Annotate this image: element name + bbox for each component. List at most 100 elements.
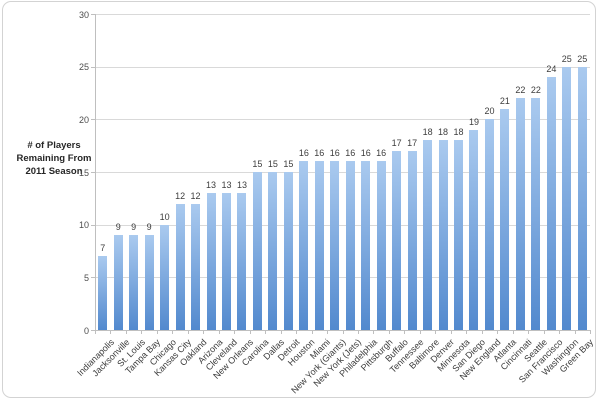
x-axis-tick xyxy=(265,330,267,334)
bar-value-label: 9 xyxy=(131,222,137,233)
bar xyxy=(206,193,216,330)
x-axis-tick xyxy=(172,330,174,334)
y-axis-title-line: 2011 Season xyxy=(25,166,83,177)
bar-value-label: 13 xyxy=(221,180,232,191)
y-axis-tick xyxy=(91,172,95,173)
bar xyxy=(345,161,355,330)
y-tick-label: 5 xyxy=(83,272,89,283)
bar xyxy=(330,161,340,330)
bar xyxy=(191,203,201,330)
bar xyxy=(577,66,587,330)
bar xyxy=(283,172,293,330)
y-axis-tick xyxy=(91,330,95,331)
gridline xyxy=(95,224,590,226)
gridline xyxy=(95,119,590,121)
bar xyxy=(237,193,247,330)
gridline xyxy=(95,14,590,15)
x-axis-tick xyxy=(95,330,96,334)
y-axis-tick xyxy=(91,14,95,15)
bar-value-label: 15 xyxy=(252,159,263,169)
x-axis-tick xyxy=(218,330,220,334)
bar-value-label: 17 xyxy=(391,137,402,148)
bar xyxy=(299,161,309,330)
y-axis-tick xyxy=(91,119,95,121)
x-axis-tick xyxy=(234,330,236,334)
gridline xyxy=(95,172,590,173)
x-axis-tick xyxy=(249,330,251,334)
x-axis-tick xyxy=(559,330,561,334)
x-axis-tick xyxy=(497,330,499,334)
x-axis-tick xyxy=(141,330,143,334)
bar-value-label: 9 xyxy=(115,222,121,233)
y-tick-label: 10 xyxy=(78,220,89,231)
bar xyxy=(361,161,371,330)
bar-value-label: 16 xyxy=(298,148,309,159)
x-axis-tick xyxy=(528,330,530,334)
y-tick-label: 0 xyxy=(83,325,89,336)
bar-value-label: 24 xyxy=(546,64,557,75)
y-axis-tick xyxy=(91,224,95,226)
bar-value-label: 12 xyxy=(175,190,186,201)
y-axis-title-line: # of Players xyxy=(27,140,81,151)
x-axis-tick xyxy=(435,330,437,334)
y-tick-label: 25 xyxy=(78,62,89,73)
y-axis-title: # of Players Remaining From 2011 Season xyxy=(14,139,94,178)
gridline xyxy=(95,277,590,279)
bar xyxy=(454,140,464,330)
x-axis-tick xyxy=(590,330,591,334)
bar xyxy=(252,172,262,330)
x-axis-tick xyxy=(481,330,483,334)
x-axis-tick xyxy=(388,330,390,334)
bar-value-label: 16 xyxy=(376,148,387,159)
bar xyxy=(531,98,541,330)
chart-border-frame xyxy=(2,1,596,398)
x-axis-tick xyxy=(280,330,282,334)
x-axis-tick xyxy=(357,330,359,334)
bar-value-label: 25 xyxy=(577,53,588,64)
bar-value-label: 18 xyxy=(453,127,464,138)
x-axis-tick xyxy=(466,330,468,334)
bar-value-label: 16 xyxy=(360,148,371,159)
bar xyxy=(562,66,572,330)
bar xyxy=(98,256,108,330)
bar-value-label: 22 xyxy=(515,85,526,96)
bar xyxy=(160,224,170,330)
bar xyxy=(438,140,448,330)
y-tick-label: 20 xyxy=(78,114,89,125)
x-axis-tick xyxy=(404,330,406,334)
bar xyxy=(129,235,139,330)
bar-value-label: 25 xyxy=(561,53,572,64)
bar xyxy=(484,119,494,330)
bar xyxy=(546,77,556,330)
bar-value-label: 16 xyxy=(314,148,325,159)
bar-value-label: 21 xyxy=(499,95,510,106)
bar xyxy=(469,129,479,330)
x-axis-tick xyxy=(373,330,375,334)
bar-value-label: 17 xyxy=(407,137,418,148)
bar xyxy=(144,235,154,330)
x-axis-tick xyxy=(450,330,452,334)
x-axis-tick xyxy=(311,330,313,334)
bar-value-label: 19 xyxy=(468,116,479,127)
bar xyxy=(113,235,123,330)
bar xyxy=(392,150,402,330)
bar xyxy=(423,140,433,330)
bar-value-label: 20 xyxy=(484,106,495,117)
y-tick-label: 30 xyxy=(78,9,89,20)
bar-value-label: 13 xyxy=(236,180,247,191)
x-axis-tick xyxy=(574,330,576,334)
bar-value-label: 15 xyxy=(267,159,278,169)
bar-value-label: 10 xyxy=(159,211,170,222)
bar xyxy=(376,161,386,330)
bar-value-label: 16 xyxy=(345,148,356,159)
bar-value-label: 18 xyxy=(438,127,449,138)
x-axis-tick xyxy=(327,330,329,334)
x-axis-tick xyxy=(543,330,545,334)
x-axis-tick xyxy=(512,330,514,334)
gridline xyxy=(95,66,590,68)
x-axis-tick xyxy=(342,330,344,334)
x-axis-tick xyxy=(125,330,127,334)
y-tick-label: 15 xyxy=(78,167,89,178)
bar-value-label: 13 xyxy=(206,180,217,191)
